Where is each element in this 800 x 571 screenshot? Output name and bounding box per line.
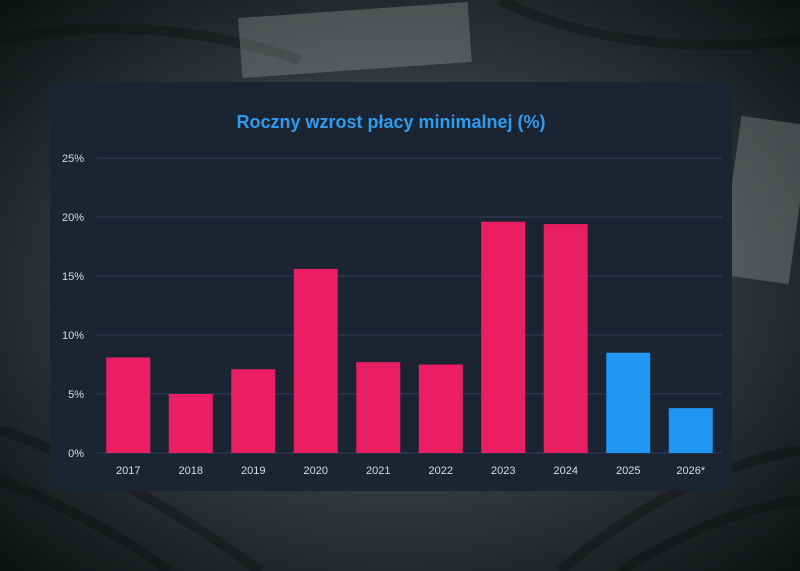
x-tick-label: 2020 <box>304 465 328 477</box>
x-tick-label: 2024 <box>554 465 578 477</box>
bar-2022[interactable] <box>418 364 463 454</box>
bar-2025[interactable] <box>606 352 651 453</box>
x-tick-label: 2022 <box>429 465 453 477</box>
bar-2024[interactable] <box>543 224 588 453</box>
bar-2023[interactable] <box>481 221 526 453</box>
x-tick-label: 2019 <box>241 465 265 477</box>
bar-2021[interactable] <box>356 362 401 453</box>
x-tick-label: 2026* <box>676 465 705 477</box>
bar-2018[interactable] <box>168 394 213 453</box>
x-tick-label: 2017 <box>116 465 140 477</box>
y-tick-label: 5% <box>68 389 84 401</box>
x-tick-label: 2018 <box>179 465 203 477</box>
bar-2017[interactable] <box>106 357 151 453</box>
x-tick-label: 2025 <box>616 465 640 477</box>
chart-title: Roczny wzrost płacy minimalnej (%) <box>236 112 546 132</box>
y-tick-label: 10% <box>62 330 84 342</box>
x-tick-label: 2023 <box>491 465 515 477</box>
bar-2019[interactable] <box>231 369 276 453</box>
chart-panel: Roczny wzrost płacy minimalnej (%) 0% 5% 1… <box>50 82 732 491</box>
y-tick-label: 25% <box>62 153 84 165</box>
bar-chart: 0% 5% 10% 15% 20% 25% 2017 2018 2019 2020 2021 2022… <box>62 153 722 477</box>
x-tick-label: 2021 <box>366 465 390 477</box>
y-tick-label: 0% <box>68 448 84 460</box>
bar-2026[interactable] <box>668 408 713 453</box>
y-tick-label: 20% <box>62 212 84 224</box>
y-tick-label: 15% <box>62 271 84 283</box>
bar-2020[interactable] <box>293 268 338 453</box>
